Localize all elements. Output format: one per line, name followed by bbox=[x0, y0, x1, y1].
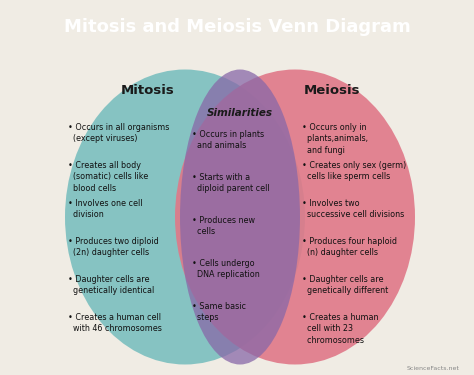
Text: • Creates all body
  (somatic) cells like
  blood cells: • Creates all body (somatic) cells like … bbox=[68, 161, 148, 193]
Text: • Occurs in plants
  and animals: • Occurs in plants and animals bbox=[192, 130, 264, 150]
Text: • Same basic
  steps: • Same basic steps bbox=[192, 302, 246, 322]
Text: Meiosis: Meiosis bbox=[304, 84, 360, 96]
Text: • Produces new
  cells: • Produces new cells bbox=[192, 216, 255, 237]
Text: • Starts with a
  diploid parent cell: • Starts with a diploid parent cell bbox=[192, 173, 270, 194]
Text: • Occurs in all organisms
  (except viruses): • Occurs in all organisms (except viruse… bbox=[68, 123, 169, 144]
Text: • Involves two
  successive cell divisions: • Involves two successive cell divisions bbox=[302, 199, 404, 219]
Text: • Produces two diploid
  (2n) daughter cells: • Produces two diploid (2n) daughter cel… bbox=[68, 237, 159, 258]
Ellipse shape bbox=[175, 69, 415, 364]
Text: • Cells undergo
  DNA replication: • Cells undergo DNA replication bbox=[192, 259, 260, 279]
Text: ScienceFacts.net: ScienceFacts.net bbox=[407, 366, 460, 371]
Text: • Daughter cells are
  genetically identical: • Daughter cells are genetically identic… bbox=[68, 275, 154, 296]
Text: • Daughter cells are
  genetically different: • Daughter cells are genetically differe… bbox=[302, 275, 388, 296]
Text: • Creates only sex (germ)
  cells like sperm cells: • Creates only sex (germ) cells like spe… bbox=[302, 161, 406, 182]
Text: • Involves one cell
  division: • Involves one cell division bbox=[68, 199, 143, 219]
Text: • Creates a human
  cell with 23
  chromosomes: • Creates a human cell with 23 chromosom… bbox=[302, 313, 379, 345]
Text: • Produces four haploid
  (n) daughter cells: • Produces four haploid (n) daughter cel… bbox=[302, 237, 397, 258]
Text: • Occurs only in
  plants,animals,
  and fungi: • Occurs only in plants,animals, and fun… bbox=[302, 123, 368, 155]
Text: Mitosis: Mitosis bbox=[121, 84, 175, 96]
Text: Similarities: Similarities bbox=[207, 108, 273, 118]
Ellipse shape bbox=[65, 69, 305, 364]
Text: • Creates a human cell
  with 46 chromosomes: • Creates a human cell with 46 chromosom… bbox=[68, 313, 162, 333]
Text: Mitosis and Meiosis Venn Diagram: Mitosis and Meiosis Venn Diagram bbox=[64, 18, 410, 36]
Ellipse shape bbox=[180, 69, 300, 364]
